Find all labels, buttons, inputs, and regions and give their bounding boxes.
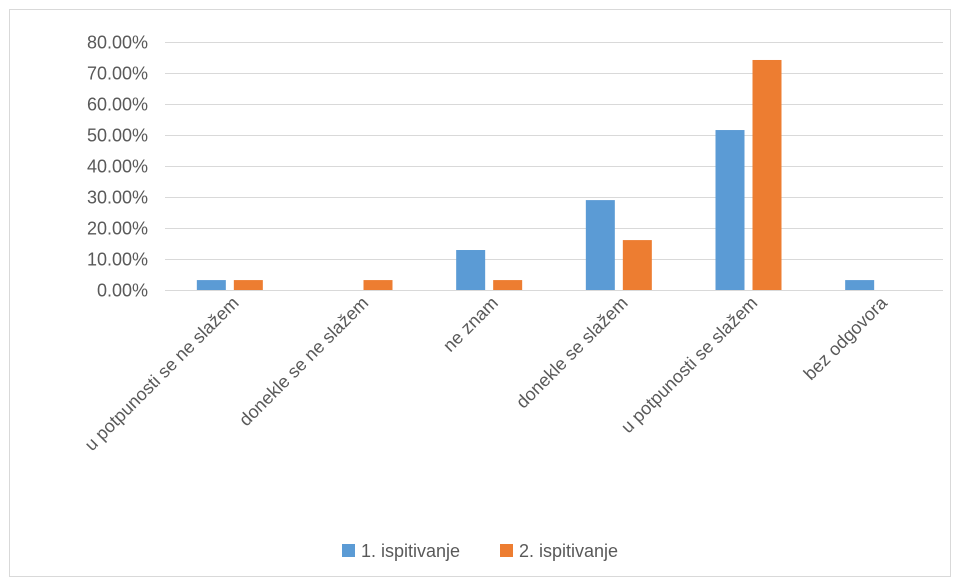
bar — [363, 280, 393, 290]
y-tick-label: 70.00% — [87, 64, 148, 84]
bar — [196, 280, 226, 290]
legend: 1. ispitivanje 2. ispitivanje — [342, 541, 618, 561]
y-tick-label: 50.00% — [87, 126, 148, 146]
bar — [585, 200, 615, 290]
x-category-label: u potpunosti se ne slažem — [81, 293, 243, 455]
bar — [493, 280, 523, 290]
legend-label: 2. ispitivanje — [519, 541, 618, 561]
legend-swatch — [342, 544, 355, 557]
bar — [752, 59, 782, 291]
y-tick-label: 20.00% — [87, 219, 148, 239]
bar — [233, 280, 263, 290]
y-tick-label: 0.00% — [97, 281, 148, 301]
legend-swatch — [500, 544, 513, 557]
gridlines — [165, 42, 943, 291]
y-tick-label: 80.00% — [87, 33, 148, 53]
chart-frame — [9, 9, 951, 577]
bar — [456, 250, 486, 290]
y-tick-label: 40.00% — [87, 157, 148, 177]
y-tick-label: 30.00% — [87, 188, 148, 208]
x-category-label: donekle se ne slažem — [235, 293, 372, 430]
x-category-label: ne znam — [439, 293, 502, 356]
x-category-label: u potpunosti se slažem — [617, 293, 761, 437]
y-axis-ticks: 0.00% 10.00% 20.00% 30.00% 40.00% 50.00% 60.00… — [87, 33, 148, 301]
bars — [196, 59, 875, 291]
x-category-label: bez odgovora — [800, 292, 892, 384]
bar — [845, 280, 875, 290]
bar — [622, 240, 652, 290]
bar — [715, 130, 745, 290]
x-category-label: donekle se slažem — [512, 293, 632, 413]
legend-label: 1. ispitivanje — [361, 541, 460, 561]
y-tick-label: 10.00% — [87, 250, 148, 270]
y-tick-label: 60.00% — [87, 95, 148, 115]
